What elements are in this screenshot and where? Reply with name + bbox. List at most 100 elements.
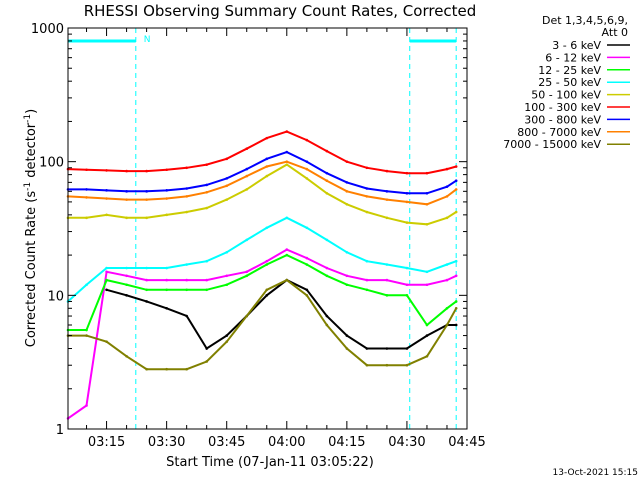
- x-axis: 03:15 03:30 03:45 04:00 04:15 04:30 04:45: [86, 28, 486, 450]
- data-point: [325, 314, 329, 318]
- data-point: [385, 263, 389, 266]
- data-point: [445, 323, 449, 327]
- data-point: [265, 263, 269, 266]
- data-point: [185, 166, 188, 170]
- data-point: [225, 177, 229, 180]
- data-point: [225, 274, 229, 278]
- data-point: [105, 288, 108, 292]
- legend-label: 50 - 100 keV: [531, 89, 601, 102]
- data-point: [345, 334, 349, 337]
- data-point: [85, 328, 88, 332]
- data-point: [165, 288, 168, 292]
- data-point: [265, 226, 269, 230]
- data-point: [405, 171, 409, 175]
- data-point: [305, 288, 309, 292]
- data-point: [445, 306, 449, 310]
- chart-title: RHESSI Observing Summary Count Rates, Co…: [84, 2, 477, 20]
- data-point: [425, 202, 429, 206]
- legend-label: 6 - 12 keV: [545, 51, 601, 64]
- data-point: [325, 266, 329, 270]
- legend-label: 3 - 6 keV: [552, 39, 601, 52]
- series-line-5: [68, 163, 457, 226]
- data-point: [225, 340, 229, 343]
- data-point: [325, 191, 329, 195]
- data-point: [145, 278, 148, 282]
- data-point: [285, 248, 289, 251]
- data-point: [105, 270, 108, 274]
- data-point: [305, 256, 309, 260]
- data-point: [405, 191, 409, 195]
- data-point: [105, 169, 108, 172]
- x-tick-label: 04:30: [388, 435, 425, 450]
- data-point: [125, 190, 128, 193]
- data-point: [365, 210, 369, 214]
- x-axis-label: Start Time (07-Jan-11 03:05:22): [166, 455, 374, 470]
- plot-frame: [67, 27, 468, 430]
- data-point: [405, 266, 409, 270]
- data-point: [285, 163, 289, 166]
- footer-timestamp: 13-Oct-2021 15:15: [553, 468, 638, 478]
- data-point: [225, 198, 229, 201]
- legend-header: Det 1,3,4,5,6,9,: [542, 14, 628, 27]
- data-point: [245, 167, 249, 171]
- data-point: [454, 259, 458, 263]
- data-point: [125, 283, 128, 287]
- data-point: [425, 171, 429, 175]
- data-point: [365, 288, 369, 292]
- y-tick-label: 10: [47, 289, 64, 304]
- data-point: [325, 274, 329, 278]
- data-point: [385, 347, 389, 350]
- data-point: [265, 165, 269, 168]
- data-point: [205, 183, 208, 187]
- data-point: [285, 253, 289, 257]
- annotation-label: N: [144, 35, 151, 45]
- data-point: [305, 263, 309, 266]
- data-point: [445, 263, 449, 266]
- data-point: [305, 160, 309, 163]
- data-point: [365, 347, 369, 350]
- data-point: [225, 250, 229, 254]
- data-point: [145, 216, 148, 220]
- data-point: [285, 130, 289, 133]
- data-point: [265, 174, 269, 178]
- y-tick-label: 1000: [31, 22, 64, 37]
- data-point: [165, 189, 168, 192]
- data-point: [165, 266, 168, 270]
- data-point: [205, 347, 208, 350]
- data-point: [454, 300, 458, 303]
- data-point: [325, 149, 329, 153]
- data-point: [365, 259, 369, 263]
- data-point: [225, 157, 229, 161]
- data-point: [145, 367, 148, 371]
- data-point: [85, 404, 88, 407]
- data-point: [245, 270, 249, 274]
- data-point: [345, 160, 349, 163]
- data-point: [285, 278, 289, 282]
- legend-label: 800 - 7000 keV: [517, 126, 601, 139]
- data-point: [365, 278, 369, 282]
- data-point: [205, 360, 208, 363]
- data-point: [245, 238, 249, 242]
- data-point: [405, 221, 409, 224]
- data-point: [305, 226, 309, 230]
- data-point: [365, 363, 369, 367]
- data-point: [185, 278, 188, 282]
- data-point: [445, 278, 449, 282]
- series-line-4: [67, 216, 457, 303]
- data-point: [125, 354, 128, 358]
- data-point: [445, 216, 449, 220]
- data-point: [305, 138, 309, 142]
- legend-label: 25 - 50 keV: [538, 76, 601, 89]
- data-point: [145, 190, 148, 193]
- data-point: [205, 259, 208, 263]
- data-point: [265, 136, 269, 140]
- data-point: [454, 274, 458, 278]
- data-point: [245, 274, 249, 278]
- y-tick-label: 1: [56, 423, 64, 438]
- data-point: [205, 190, 208, 194]
- data-point: [454, 306, 458, 310]
- data-point: [225, 184, 229, 188]
- data-point: [205, 288, 208, 292]
- data-point: [125, 198, 128, 201]
